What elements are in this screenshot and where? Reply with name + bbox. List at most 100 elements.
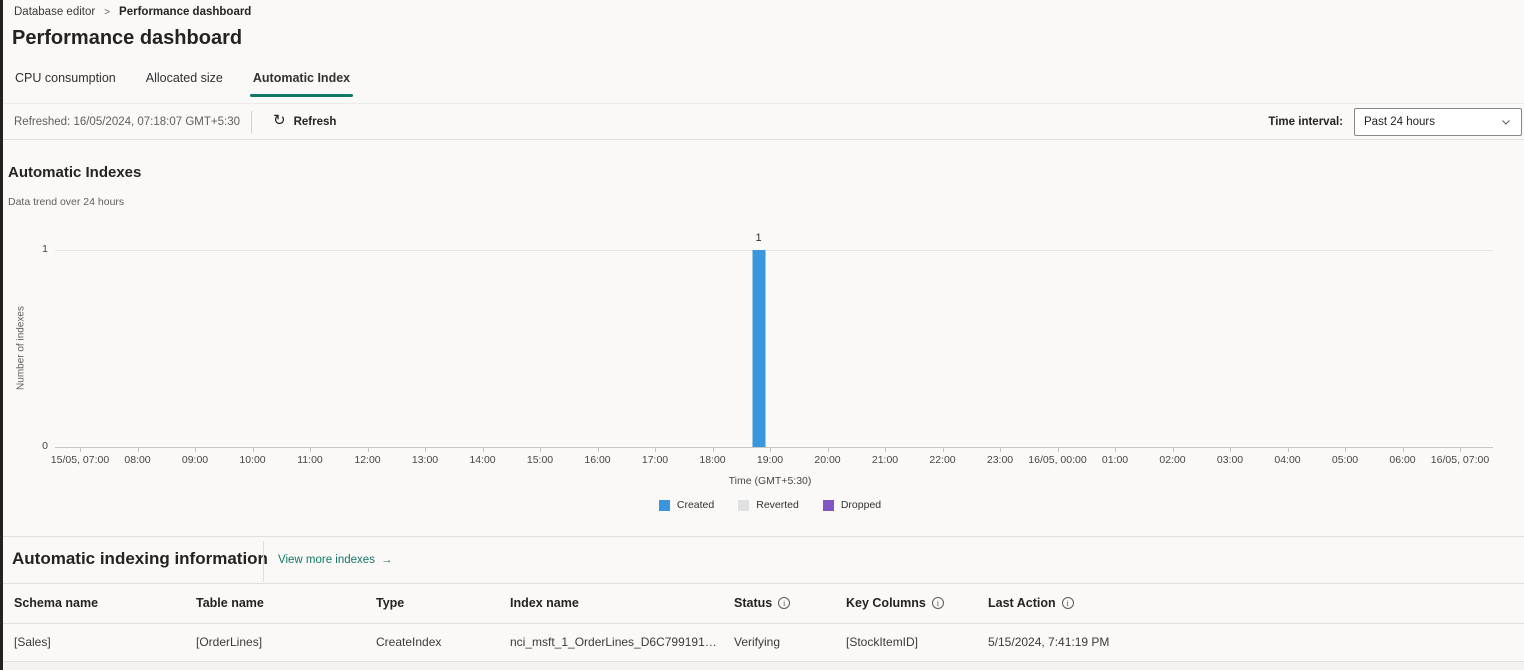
column-header-index-name[interactable]: Index name	[510, 596, 734, 610]
x-tick-label: 04:00	[1274, 454, 1301, 466]
x-tick-label: 16/05, 07:00	[1430, 454, 1490, 466]
x-tick-mark	[482, 448, 484, 452]
x-tick-mark	[712, 448, 714, 452]
x-tick-mark	[252, 448, 254, 452]
column-header-table-name[interactable]: Table name	[196, 596, 376, 610]
table-header-row: Schema name Table name Type Index name Statu…	[0, 583, 1524, 623]
x-tick-label: 02:00	[1159, 454, 1186, 466]
tab-cpu-consumption[interactable]: CPU consumption	[14, 65, 117, 97]
x-tick-label: 22:00	[929, 454, 956, 466]
refresh-icon: ↻	[273, 112, 286, 129]
x-tick-mark	[655, 448, 656, 452]
x-tick-mark	[1402, 448, 1404, 452]
table-section-title: Automatic indexing information	[12, 549, 268, 568]
legend-swatch-created	[658, 499, 670, 511]
x-tick-label: 12:00	[354, 454, 381, 466]
refresh-button[interactable]: ↻ Refresh	[267, 112, 342, 129]
refresh-button-label: Refresh	[293, 115, 337, 128]
x-tick-mark	[137, 448, 139, 452]
chart-gridline	[55, 250, 1493, 251]
column-header-label: Table name	[196, 596, 264, 610]
legend-label: Reverted	[756, 499, 799, 511]
x-tick-label: 21:00	[871, 454, 899, 466]
x-tick-mark	[770, 448, 771, 452]
time-interval-selected-value: Past 24 hours	[1364, 115, 1435, 128]
info-icon[interactable]: i	[931, 597, 944, 609]
tab-allocated-size[interactable]: Allocated size	[145, 65, 224, 97]
table-section-divider	[263, 541, 264, 582]
x-tick-label: 10:00	[239, 454, 266, 466]
column-header-type[interactable]: Type	[376, 596, 510, 610]
x-tick-label: 18:00	[699, 454, 726, 466]
legend-item-dropped[interactable]: Dropped	[822, 499, 882, 511]
tab-automatic-index[interactable]: Automatic Index	[249, 65, 354, 97]
x-tick-mark	[1287, 448, 1289, 452]
y-tick-label: 0	[42, 440, 48, 452]
view-more-indexes-link[interactable]: View more indexes →	[278, 554, 392, 566]
table-top-border	[0, 583, 1524, 584]
x-tick-label: 14:00	[469, 454, 496, 466]
column-header-status[interactable]: Status i	[734, 596, 846, 610]
bottom-strip	[0, 662, 1524, 670]
column-header-schema-name[interactable]: Schema name	[14, 596, 196, 610]
column-header-label: Status	[734, 596, 773, 610]
x-tick-label: 15:00	[526, 454, 554, 466]
legend-swatch-reverted	[738, 499, 750, 511]
section-divider	[0, 536, 1524, 537]
chart-subtitle: Data trend over 24 hours	[8, 196, 125, 208]
tab-bar: CPU consumption Allocated size Automatic I…	[14, 65, 354, 97]
toolbar-divider	[251, 110, 253, 133]
x-tick-label: 17:00	[641, 454, 669, 466]
view-more-indexes-label: View more indexes	[278, 554, 375, 566]
info-icon[interactable]: i	[1061, 597, 1074, 609]
legend-item-reverted[interactable]: Reverted	[738, 499, 799, 511]
x-tick-label: 05:00	[1331, 454, 1359, 466]
x-tick-mark	[1115, 448, 1116, 452]
arrow-right-icon: →	[380, 554, 393, 566]
column-header-label: Type	[376, 596, 405, 610]
x-tick-mark	[540, 448, 541, 452]
x-tick-label: 23:00	[986, 454, 1014, 466]
x-tick-mark	[597, 448, 599, 452]
time-interval-select[interactable]: Past 24 hours	[1354, 107, 1522, 136]
x-tick-label: 16:00	[584, 454, 611, 466]
table-cell: 5/15/2024, 7:41:19 PM	[988, 635, 1110, 649]
refreshed-timestamp: Refreshed: 16/05/2024, 07:18:07 GMT+5:30	[14, 115, 241, 128]
breadcrumb-database-editor[interactable]: Database editor	[14, 6, 96, 18]
breadcrumb: Database editor > Performance dashboard	[14, 6, 251, 18]
bar-value-label: 1	[755, 232, 762, 244]
toolbar: Refreshed: 16/05/2024, 07:18:07 GMT+5:30…	[0, 103, 1524, 140]
x-tick-label: 16/05, 00:00	[1028, 454, 1087, 466]
time-interval-control: Time interval: Past 24 hours	[1268, 107, 1522, 136]
column-header-label: Last Action	[988, 596, 1056, 610]
x-tick-mark	[1460, 448, 1461, 452]
x-tick-label: 01:00	[1101, 454, 1129, 466]
column-header-label: Key Columns	[846, 596, 926, 610]
table-header-border	[0, 623, 1524, 624]
x-tick-label: 03:00	[1216, 454, 1244, 466]
x-tick-label: 20:00	[814, 454, 841, 466]
table-cell: [OrderLines]	[196, 635, 263, 649]
y-axis-label: Number of indexes	[15, 306, 27, 390]
window-edge	[0, 0, 3, 670]
x-tick-mark	[1230, 448, 1231, 452]
column-header-last-action[interactable]: Last Action i	[988, 596, 1524, 610]
time-interval-label: Time interval:	[1268, 115, 1343, 128]
table-cell: [StockItemID]	[846, 635, 919, 649]
x-tick-label: 13:00	[411, 454, 439, 466]
x-tick-mark	[942, 448, 944, 452]
legend-label: Dropped	[840, 499, 882, 511]
chart-plot-area: 15/05, 07:00 08:00 09:00 10:00 11:00 12:00 13:…	[51, 0, 1489, 540]
table-row[interactable]: [Sales] [OrderLines] CreateIndex nci_msft_1…	[0, 623, 1524, 661]
info-icon[interactable]: i	[778, 597, 791, 609]
x-tick-mark	[885, 448, 886, 452]
legend-item-created[interactable]: Created	[658, 499, 714, 511]
x-tick-mark	[1057, 448, 1059, 452]
x-tick-mark	[310, 448, 311, 452]
chart-bar-created[interactable]	[752, 250, 765, 447]
chart-legend: Created Reverted Dropped	[80, 499, 1460, 511]
column-header-key-columns[interactable]: Key Columns i	[846, 596, 988, 610]
x-tick-label: 11:00	[297, 454, 323, 466]
x-tick-label: 06:00	[1389, 454, 1416, 466]
breadcrumb-performance-dashboard: Performance dashboard	[119, 6, 252, 18]
